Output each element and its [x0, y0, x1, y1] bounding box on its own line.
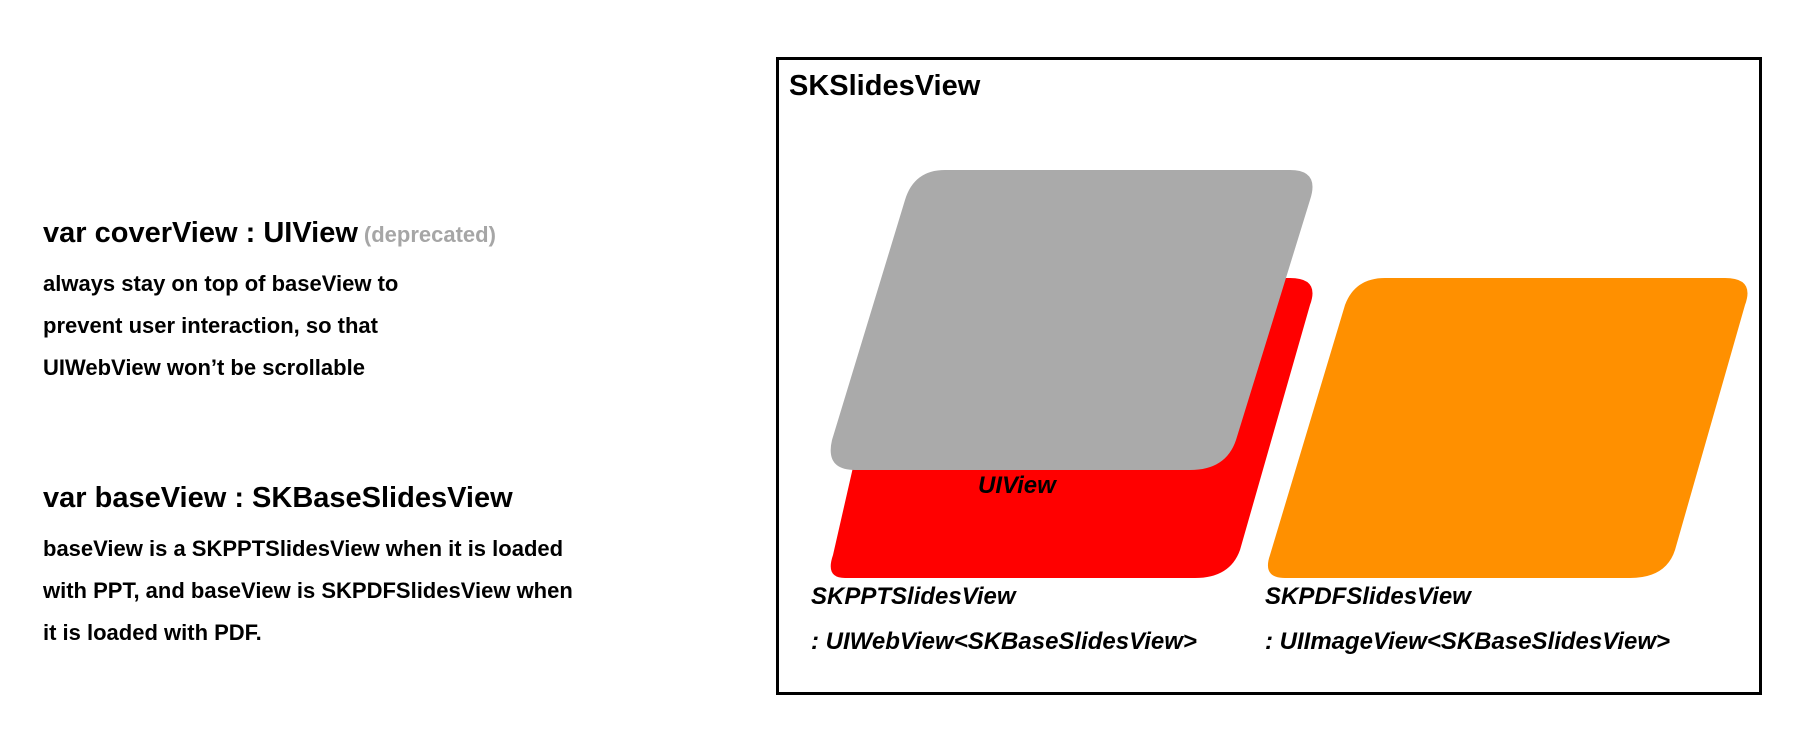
base-desc-line: it is loaded with PDF. [43, 620, 262, 645]
ppt-slides-view-type: : UIWebView<SKBaseSlidesView> [811, 628, 1197, 655]
deprecated-tag: (deprecated) [363, 222, 496, 247]
cover-view-description: always stay on top of baseView to preven… [43, 263, 398, 389]
base-view-description: baseView is a SKPPTSlidesView when it is… [43, 528, 573, 654]
slides-view-title: SKSlidesView [789, 70, 981, 102]
pdf-slides-view-label: SKPDFSlidesView [1265, 583, 1471, 610]
cover-desc-line: always stay on top of baseView to [43, 271, 399, 296]
cover-view-heading-text: var coverView : UIView [43, 217, 358, 249]
uiview-label: UIView [978, 472, 1056, 499]
cover-desc-line: prevent user interaction, so that [43, 313, 378, 338]
base-view-heading: var baseView : SKBaseSlidesView [43, 482, 513, 514]
base-desc-line: baseView is a SKPPTSlidesView when it is… [43, 536, 564, 561]
pdf-slides-view-type: : UIImageView<SKBaseSlidesView> [1265, 628, 1671, 655]
pdf-slides-view-shape [1267, 278, 1748, 578]
cover-view-heading: var coverView : UIView (deprecated) [43, 217, 496, 250]
ppt-slides-view-label: SKPPTSlidesView [811, 583, 1016, 610]
cover-desc-line: UIWebView won’t be scrollable [43, 355, 365, 380]
cover-view-shape [830, 170, 1313, 470]
base-desc-line: with PPT, and baseView is SKPDFSlidesVie… [43, 578, 573, 603]
slides-view-frame [776, 57, 1762, 695]
